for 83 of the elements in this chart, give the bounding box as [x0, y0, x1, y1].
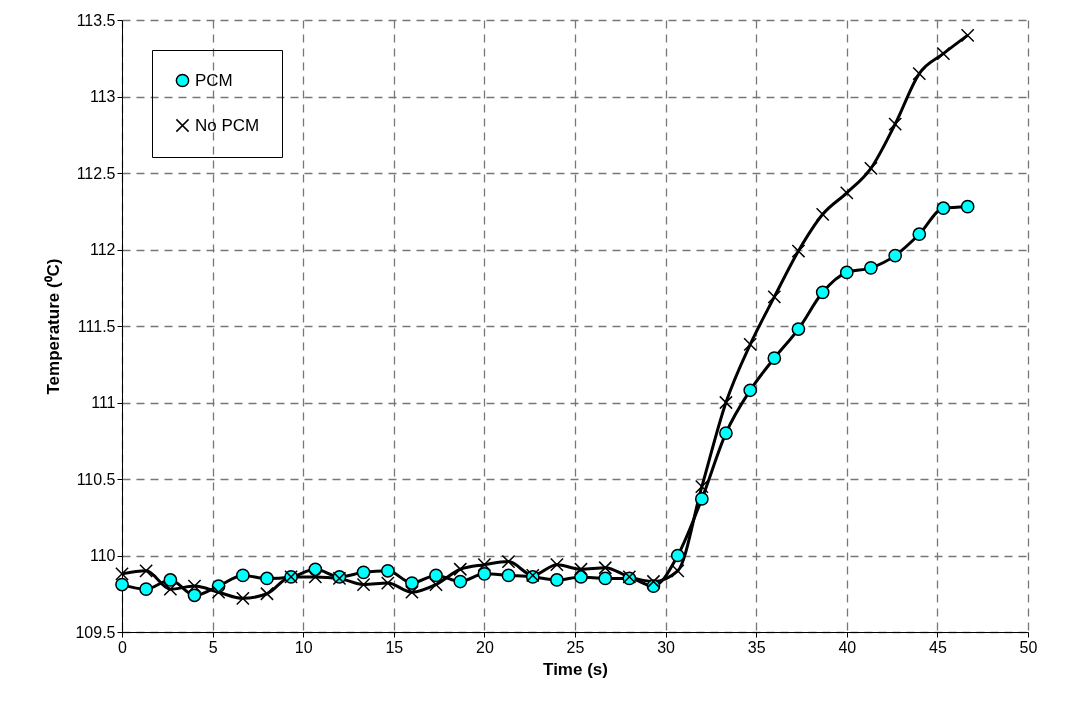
y-axis-title: Temperature (⁰C) [44, 258, 64, 395]
point [719, 426, 733, 440]
point [356, 565, 371, 580]
point [694, 479, 709, 494]
point [477, 557, 492, 572]
point [139, 582, 153, 597]
point [912, 66, 927, 81]
point [888, 248, 903, 263]
x-tick-label: 15 [385, 638, 404, 656]
x-tick-label: 35 [747, 638, 766, 656]
point [839, 265, 854, 280]
point [550, 557, 564, 572]
x-tick-label: 5 [208, 638, 218, 656]
point [936, 201, 951, 216]
point [380, 563, 395, 578]
point [791, 322, 806, 336]
point [453, 574, 468, 589]
point [719, 395, 733, 410]
point [598, 560, 613, 575]
point [235, 591, 250, 606]
legend-label: No PCM [195, 115, 260, 135]
point [163, 582, 178, 597]
point [888, 117, 903, 131]
point [453, 562, 468, 577]
y-tick-label: 111.5 [77, 317, 116, 335]
x-tick-label: 30 [657, 638, 676, 656]
x-tick-label: 45 [929, 638, 947, 656]
point [646, 574, 661, 589]
point [356, 577, 371, 592]
point [211, 585, 226, 600]
point [574, 562, 588, 577]
y-tick-label: 113 [89, 88, 116, 105]
legend-label: PCM [195, 70, 233, 90]
point [187, 588, 202, 603]
point [115, 566, 129, 581]
point [501, 568, 516, 583]
y-tick-label: 113.5 [76, 11, 116, 29]
point [743, 383, 758, 398]
y-tick-label: 110 [89, 547, 116, 564]
point [260, 571, 274, 586]
point [429, 577, 443, 592]
point [815, 207, 830, 222]
point [694, 492, 709, 506]
point [670, 548, 685, 563]
point [767, 290, 782, 304]
point [598, 571, 613, 586]
point [815, 285, 830, 300]
point [405, 576, 419, 590]
point [139, 563, 153, 578]
point [308, 570, 323, 584]
x-tick-label: 25 [566, 638, 585, 656]
point [743, 337, 758, 352]
point [187, 579, 202, 593]
y-tick-label: 111 [91, 394, 116, 411]
point [767, 351, 782, 365]
point [791, 244, 806, 258]
point [864, 261, 878, 275]
point [429, 568, 443, 583]
x-tick-label: 20 [476, 638, 494, 656]
point [405, 585, 419, 600]
point [260, 586, 274, 601]
point [960, 28, 975, 43]
point [670, 563, 685, 578]
x-tick-label: 0 [118, 638, 128, 656]
point [960, 199, 975, 214]
point [864, 161, 878, 176]
point [550, 573, 564, 587]
y-tick-label: 109.5 [75, 623, 116, 641]
x-tick-label: 10 [294, 638, 313, 656]
x-tick-label: 40 [838, 638, 857, 656]
y-tick-label: 112 [89, 241, 116, 258]
point [501, 554, 516, 569]
y-tick-label: 110.5 [76, 470, 116, 488]
point [936, 46, 951, 61]
x-axis-title: Time (s) [543, 659, 608, 679]
point [163, 573, 178, 587]
x-tick-label: 50 [1019, 638, 1038, 656]
point [477, 567, 492, 581]
point [115, 577, 129, 592]
point [235, 568, 250, 583]
y-tick-label: 112.5 [76, 164, 116, 182]
point [912, 227, 927, 242]
point [380, 576, 395, 590]
